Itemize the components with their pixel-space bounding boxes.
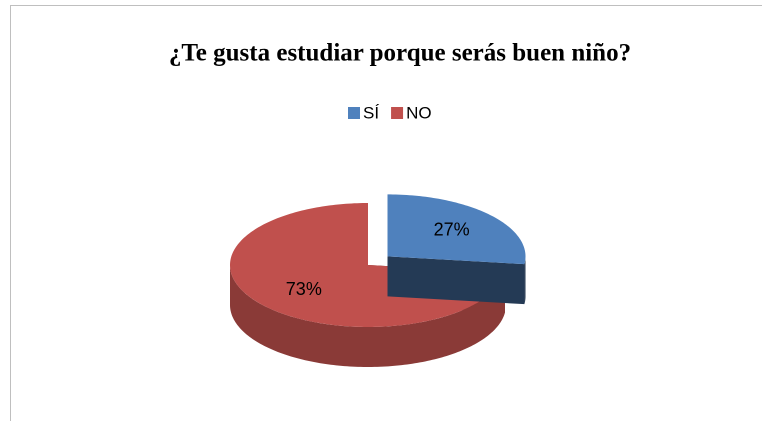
legend-swatch	[391, 107, 404, 119]
slice-side	[230, 265, 505, 367]
data-label: 27%	[434, 220, 470, 240]
pie-slice	[387, 194, 526, 305]
data-label: 73%	[286, 279, 322, 299]
chart-title: ¿Te gusta estudiar porque serás buen niñ…	[169, 40, 631, 67]
slice-side	[524, 256, 526, 305]
chart-frame	[10, 5, 762, 421]
slice-top	[387, 194, 526, 265]
legend-swatch	[348, 107, 360, 119]
legend-label: NO	[406, 103, 432, 122]
legend-label: SÍ	[363, 103, 379, 122]
slice-wall	[387, 256, 525, 305]
